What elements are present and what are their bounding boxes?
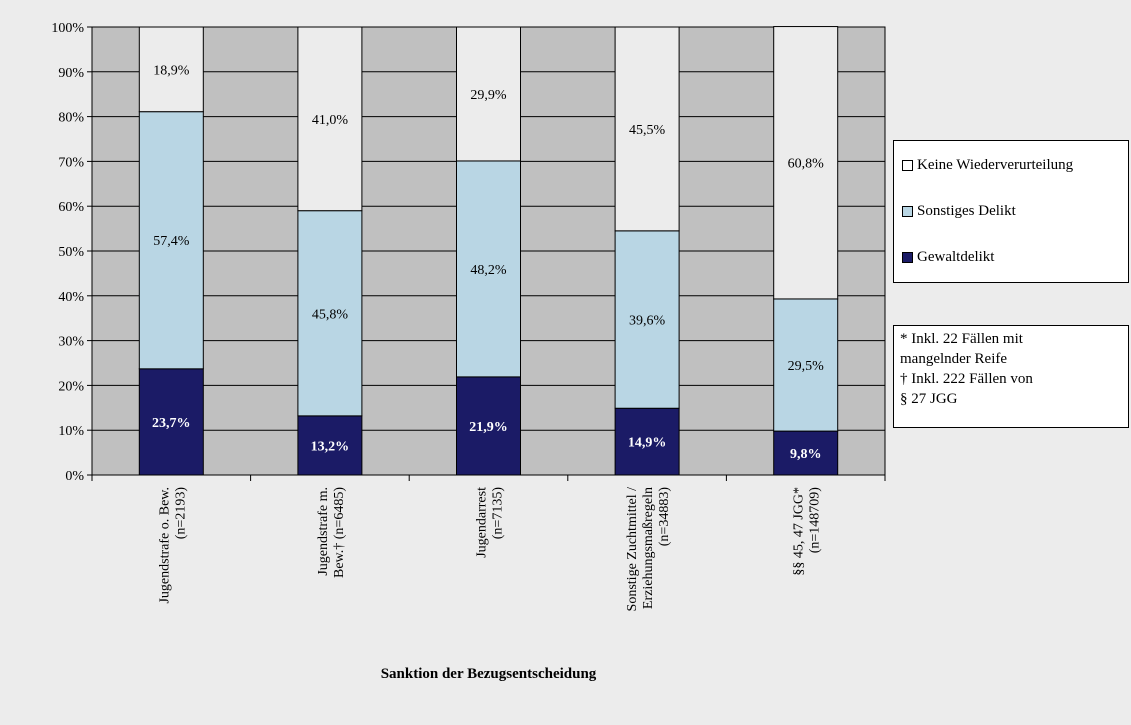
x-tick-label: (n=2193)	[173, 487, 188, 540]
y-tick-label: 60%	[58, 200, 84, 215]
y-tick-label: 50%	[58, 245, 84, 260]
y-tick-label: 30%	[58, 335, 84, 350]
x-tick-label: (n=7135)	[491, 487, 506, 540]
data-label: 45,5%	[629, 123, 666, 138]
y-tick-label: 10%	[58, 424, 84, 439]
x-tick-label: (n=148709)	[808, 487, 823, 554]
bar-segment-sonstiges-delikt	[297, 210, 363, 417]
legend-label-keine-wiederverurteilung: Keine Wiederverurteilung	[917, 157, 1074, 173]
legend-swatch-sonstiges-delikt	[902, 206, 913, 217]
x-tick-label: §§ 45, 47 JGG*	[792, 487, 807, 576]
x-axis-title: Sanktion der Bezugsentscheidung	[381, 666, 597, 682]
y-tick-label: 100%	[51, 21, 84, 36]
footnote-line: † Inkl. 222 Fällen von	[900, 371, 1033, 387]
y-tick-label: 70%	[58, 155, 84, 170]
x-tick-label: Jugendarrest	[475, 487, 490, 558]
bar-segment-sonstiges-delikt	[614, 230, 680, 409]
legend-label-gewaltdelikt: Gewaltdelikt	[917, 249, 995, 265]
bar-segment-keine-wiederverurteilung	[297, 26, 363, 212]
legend: Keine Wiederverurteilung Sonstiges Delik…	[893, 140, 1129, 283]
y-tick-label: 80%	[58, 111, 84, 126]
data-label: 23,7%	[152, 416, 191, 431]
data-label: 29,9%	[470, 88, 507, 103]
legend-label-sonstiges-delikt: Sonstiges Delikt	[917, 203, 1016, 219]
bar-segment-gewaltdelikt	[138, 368, 204, 476]
footnote-line: mangelnder Reife	[900, 351, 1008, 367]
bar-segment-keine-wiederverurteilung	[456, 26, 521, 162]
bar-segment-gewaltdelikt	[456, 376, 521, 476]
data-label: 39,6%	[629, 314, 666, 329]
data-label: 57,4%	[153, 234, 190, 249]
legend-item-gewaltdelikt: Gewaltdelikt	[902, 249, 994, 266]
data-label: 21,9%	[469, 420, 508, 435]
legend-swatch-gewaltdelikt	[902, 252, 913, 263]
x-tick-label: Jugendstrafe m.	[316, 487, 331, 576]
data-label: 60,8%	[788, 157, 825, 172]
x-tick-label: (n=34883)	[657, 487, 672, 547]
x-tick-label: Sonstige Zuchtmittel /	[625, 487, 640, 612]
data-label: 14,9%	[628, 436, 667, 451]
x-tick-label: Erziehungsmaßregeln	[641, 487, 656, 609]
y-tick-label: 90%	[58, 66, 84, 81]
data-label: 9,8%	[790, 447, 822, 462]
data-label: 18,9%	[153, 63, 190, 78]
bar-segment-keine-wiederverurteilung	[138, 26, 204, 113]
data-label: 41,0%	[312, 113, 349, 128]
data-label: 45,8%	[312, 307, 349, 322]
legend-item-sonstiges-delikt: Sonstiges Delikt	[902, 203, 1016, 220]
bar-segment-sonstiges-delikt	[456, 160, 521, 378]
bar-segment-keine-wiederverurteilung	[773, 26, 839, 300]
data-label: 29,5%	[788, 359, 825, 374]
y-tick-label: 40%	[58, 290, 84, 305]
data-label: 48,2%	[470, 263, 507, 278]
legend-item-keine-wiederverurteilung: Keine Wiederverurteilung	[902, 157, 1073, 174]
footnote-line: * Inkl. 22 Fällen mit	[900, 331, 1023, 347]
bar-segment-keine-wiederverurteilung	[614, 26, 680, 232]
x-tick-label: Bew.† (n=6485)	[332, 487, 347, 578]
y-tick-label: 0%	[65, 469, 84, 484]
bar-segment-sonstiges-delikt	[138, 111, 204, 370]
footnote-box: * Inkl. 22 Fällen mit mangelnder Reife †…	[893, 325, 1129, 428]
y-tick-label: 20%	[58, 379, 84, 394]
footnote-line: § 27 JGG	[900, 391, 958, 407]
legend-swatch-keine-wiederverurteilung	[902, 160, 913, 171]
data-label: 13,2%	[311, 439, 350, 454]
x-tick-label: Jugendstrafe o. Bew.	[157, 487, 172, 604]
